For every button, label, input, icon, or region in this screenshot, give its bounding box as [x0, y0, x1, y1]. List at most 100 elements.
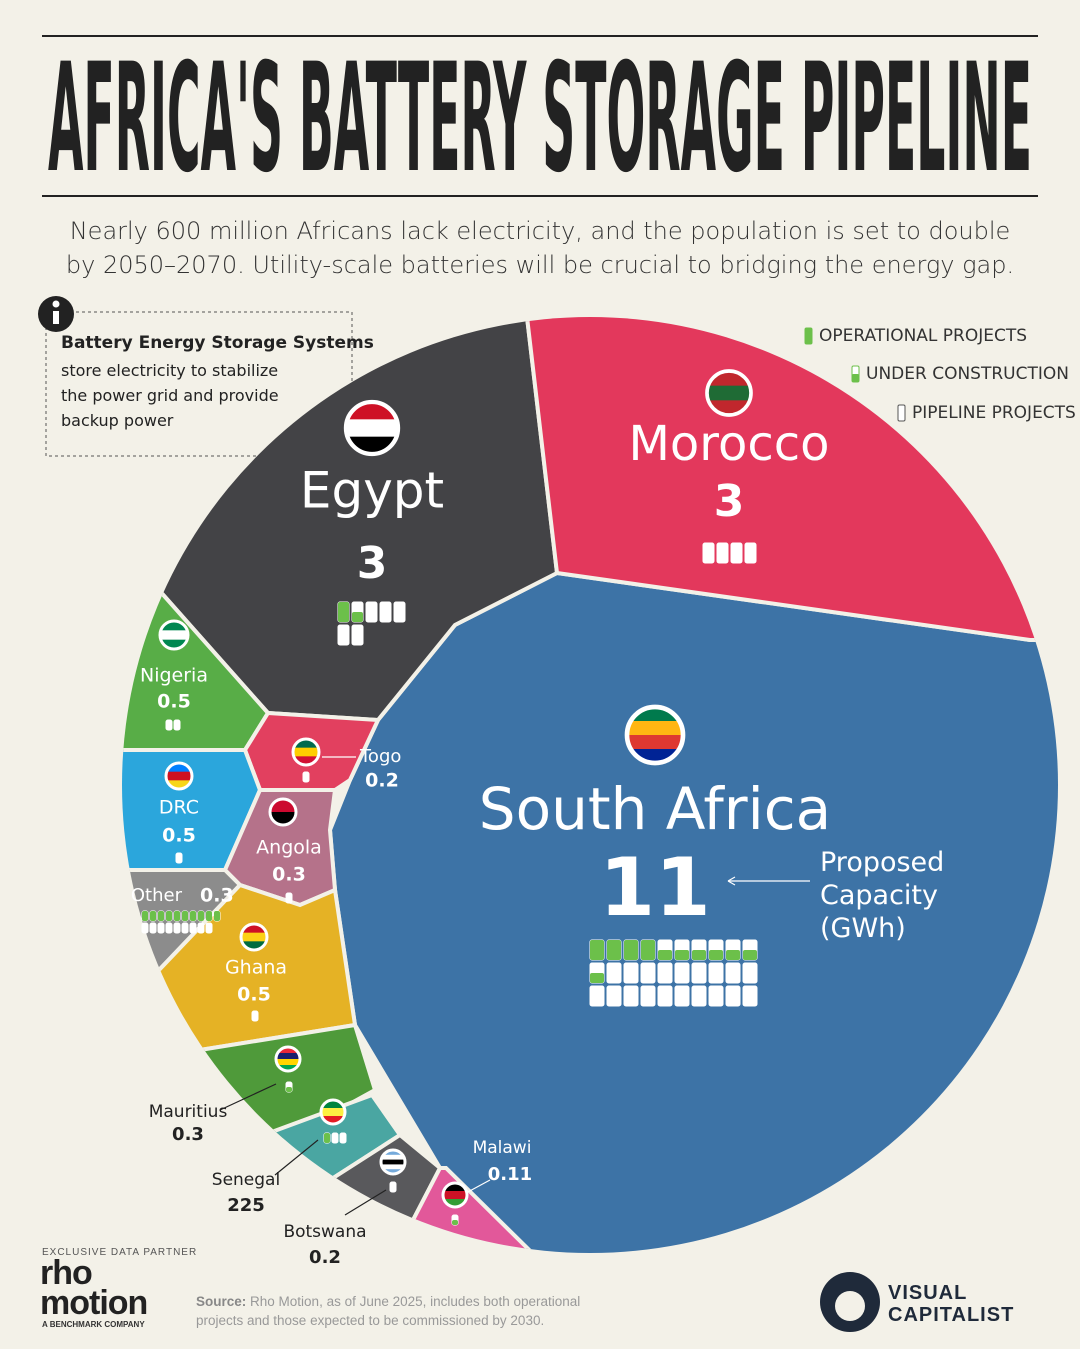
- project-icon: [702, 542, 715, 564]
- project-icon: [589, 962, 605, 984]
- icon-fill: [658, 986, 672, 1006]
- icon-fill: [338, 625, 349, 645]
- value-label: 0.5: [157, 691, 191, 713]
- value-label: 11: [599, 841, 710, 934]
- project-icon: [285, 1081, 293, 1093]
- flag-stripe: [381, 1169, 405, 1174]
- value-label: 3: [714, 476, 745, 527]
- icon-fill: [198, 911, 204, 921]
- project-icon: [337, 601, 350, 623]
- project-icon: [351, 601, 364, 623]
- flag-stripe: [627, 735, 683, 750]
- icon-fill: [624, 940, 638, 960]
- info-text: store electricity to stabilize the power…: [61, 361, 279, 430]
- icon-fill: [624, 963, 638, 983]
- project-icon: [691, 939, 707, 961]
- icon-fill: [675, 963, 689, 983]
- project-icon: [173, 922, 181, 934]
- project-icon: [606, 985, 622, 1007]
- flag-stripe: [166, 763, 192, 773]
- project-icon: [606, 939, 622, 961]
- value-label: 0.3: [200, 885, 234, 907]
- icon-fill: [380, 602, 391, 622]
- project-icon: [365, 601, 378, 623]
- flag-stripe: [321, 1100, 345, 1109]
- project-icon: [725, 962, 741, 984]
- legend-icon-fill: [852, 374, 859, 382]
- value-label: 225: [227, 1195, 265, 1216]
- project-icon: [285, 892, 293, 904]
- flag-ring: [268, 797, 298, 827]
- flag-stripe: [241, 924, 267, 934]
- icon-fill: [198, 923, 204, 933]
- project-icon: [742, 939, 758, 961]
- flag-stripe: [443, 1199, 467, 1207]
- flag: [241, 924, 267, 950]
- icon-fill: [352, 625, 363, 645]
- legend-label: OPERATIONAL PROJECTS: [819, 326, 1027, 346]
- icon-fill: [303, 772, 309, 782]
- flag-ring: [343, 399, 401, 457]
- legend-icon-fill: [805, 328, 812, 344]
- icon-fill: [726, 986, 740, 1006]
- category-label: Togo: [359, 746, 401, 767]
- flag-stripe: [160, 621, 188, 631]
- flag-stripe: [321, 1108, 345, 1117]
- project-icon: [708, 962, 724, 984]
- annotation-arrowhead: [727, 876, 736, 886]
- project-icon: [742, 985, 758, 1007]
- icon-fill: [641, 940, 655, 960]
- flag-stripe: [241, 941, 267, 950]
- project-icon: [725, 985, 741, 1007]
- project-icon: [674, 939, 690, 961]
- project-icon: [165, 910, 173, 922]
- icon-fill: [590, 986, 604, 1006]
- annotation: Proposed Capacity (GWh): [820, 847, 945, 944]
- category-label: Malawi: [473, 1138, 532, 1158]
- project-icon: [205, 922, 213, 934]
- icon-fill: [166, 720, 172, 730]
- project-icon: [708, 985, 724, 1007]
- category-label: Senegal: [212, 1170, 280, 1190]
- project-icon: [674, 962, 690, 984]
- info-title: Battery Energy Storage Systems: [61, 333, 374, 353]
- project-icon: [173, 910, 181, 922]
- project-icon: [339, 1132, 347, 1144]
- project-icon: [205, 910, 213, 922]
- project-icon: [141, 910, 149, 922]
- value-label: 0.3: [172, 1124, 204, 1145]
- project-icon: [331, 1132, 339, 1144]
- category-label: Mauritius: [149, 1102, 228, 1122]
- flag: [166, 763, 192, 789]
- category-label: Nigeria: [140, 665, 208, 687]
- icon-fill: [675, 950, 689, 960]
- project-icon: [589, 939, 605, 961]
- flag-ring: [624, 704, 686, 766]
- icon-fill: [324, 1133, 330, 1143]
- icon-fill: [658, 963, 672, 983]
- project-icon: [302, 771, 310, 783]
- source-text: Rho Motion, as of June 2025, includes bo…: [196, 1294, 581, 1328]
- flag-ring: [291, 737, 321, 767]
- project-icon: [189, 922, 197, 934]
- icon-fill: [340, 1133, 346, 1143]
- icon-fill: [692, 986, 706, 1006]
- flag-ring: [705, 369, 753, 417]
- icon-fill: [176, 853, 182, 863]
- subtitle: Nearly 600 million Africans lack electri…: [65, 217, 1015, 279]
- category-label: Botswana: [283, 1222, 366, 1242]
- icon-fill: [726, 963, 740, 983]
- flag-stripe: [381, 1154, 405, 1161]
- project-icon: [213, 910, 221, 922]
- icon-fill: [286, 1087, 292, 1092]
- icon-fill: [658, 950, 672, 960]
- legend-label: PIPELINE PROJECTS: [912, 403, 1076, 423]
- project-icon: [657, 985, 673, 1007]
- project-icon: [165, 922, 173, 934]
- flag-stripe: [293, 739, 319, 749]
- flag-stripe: [166, 780, 192, 789]
- flag-stripe: [241, 932, 267, 942]
- project-icon: [251, 1010, 259, 1022]
